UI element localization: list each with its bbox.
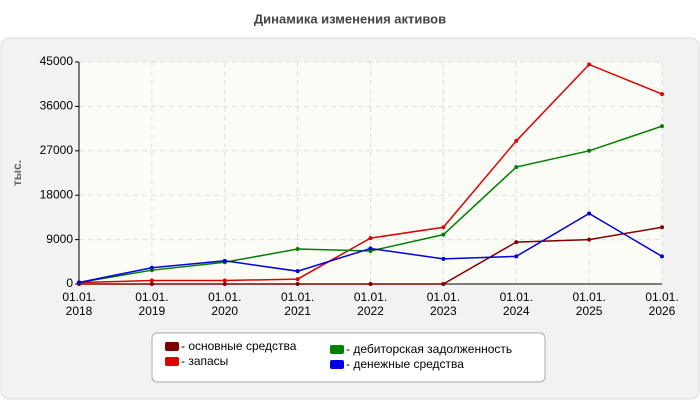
point: [660, 124, 664, 129]
y-axis-label: тыс.: [10, 160, 24, 186]
x-tick-label: 01.01. 2022: [354, 290, 387, 318]
x-tick-label: 01.01. 2021: [281, 290, 314, 318]
x-tick-label: 01.01. 2020: [208, 290, 241, 318]
point: [441, 232, 446, 237]
point: [441, 256, 446, 261]
point: [222, 278, 227, 283]
point: [149, 265, 154, 270]
point: [587, 211, 592, 216]
y-tick-label: 36000: [40, 99, 74, 113]
point: [441, 225, 446, 230]
legend-swatch: [165, 342, 179, 351]
y-tick-label: 27000: [40, 143, 74, 157]
legend-swatch: [330, 360, 344, 369]
y-tick-label: 18000: [40, 187, 74, 201]
chart-title: Динамика изменения активов: [254, 11, 446, 26]
point: [295, 277, 300, 282]
point: [368, 246, 373, 251]
point: [368, 236, 373, 241]
point: [222, 258, 227, 263]
x-tick-label: 01.01. 2026: [645, 290, 678, 318]
point: [514, 165, 519, 170]
y-tick-label: 9000: [46, 232, 73, 246]
point: [77, 280, 81, 285]
point: [514, 240, 519, 245]
point: [660, 225, 664, 230]
point: [149, 282, 154, 286]
point: [295, 282, 300, 286]
x-tick-label: 01.01. 2024: [500, 290, 533, 318]
legend-swatch: [165, 357, 179, 366]
point: [222, 282, 227, 286]
point: [587, 148, 592, 153]
point: [587, 237, 592, 242]
x-tick-label: 01.01. 2023: [427, 290, 460, 318]
point: [295, 269, 300, 274]
x-tick-label: 01.01. 2025: [572, 290, 605, 318]
y-tick-label: 45000: [40, 54, 74, 68]
point: [587, 62, 592, 67]
point: [514, 138, 519, 143]
point: [368, 282, 373, 286]
point: [441, 282, 446, 286]
legend-label: - денежные средства: [346, 357, 464, 371]
point: [660, 254, 664, 259]
point: [149, 278, 154, 283]
point: [295, 246, 300, 251]
point: [514, 254, 519, 259]
x-tick-label: 01.01. 2018: [62, 290, 95, 318]
legend-swatch: [330, 345, 344, 354]
point: [660, 92, 664, 97]
legend-label: - дебиторская задолженность: [346, 342, 512, 356]
legend: [151, 332, 546, 383]
x-tick-label: 01.01. 2019: [135, 290, 168, 318]
legend-label: - запасы: [181, 354, 228, 368]
y-tick-label: 0: [66, 276, 73, 290]
legend-label: - основные средства: [181, 339, 297, 353]
